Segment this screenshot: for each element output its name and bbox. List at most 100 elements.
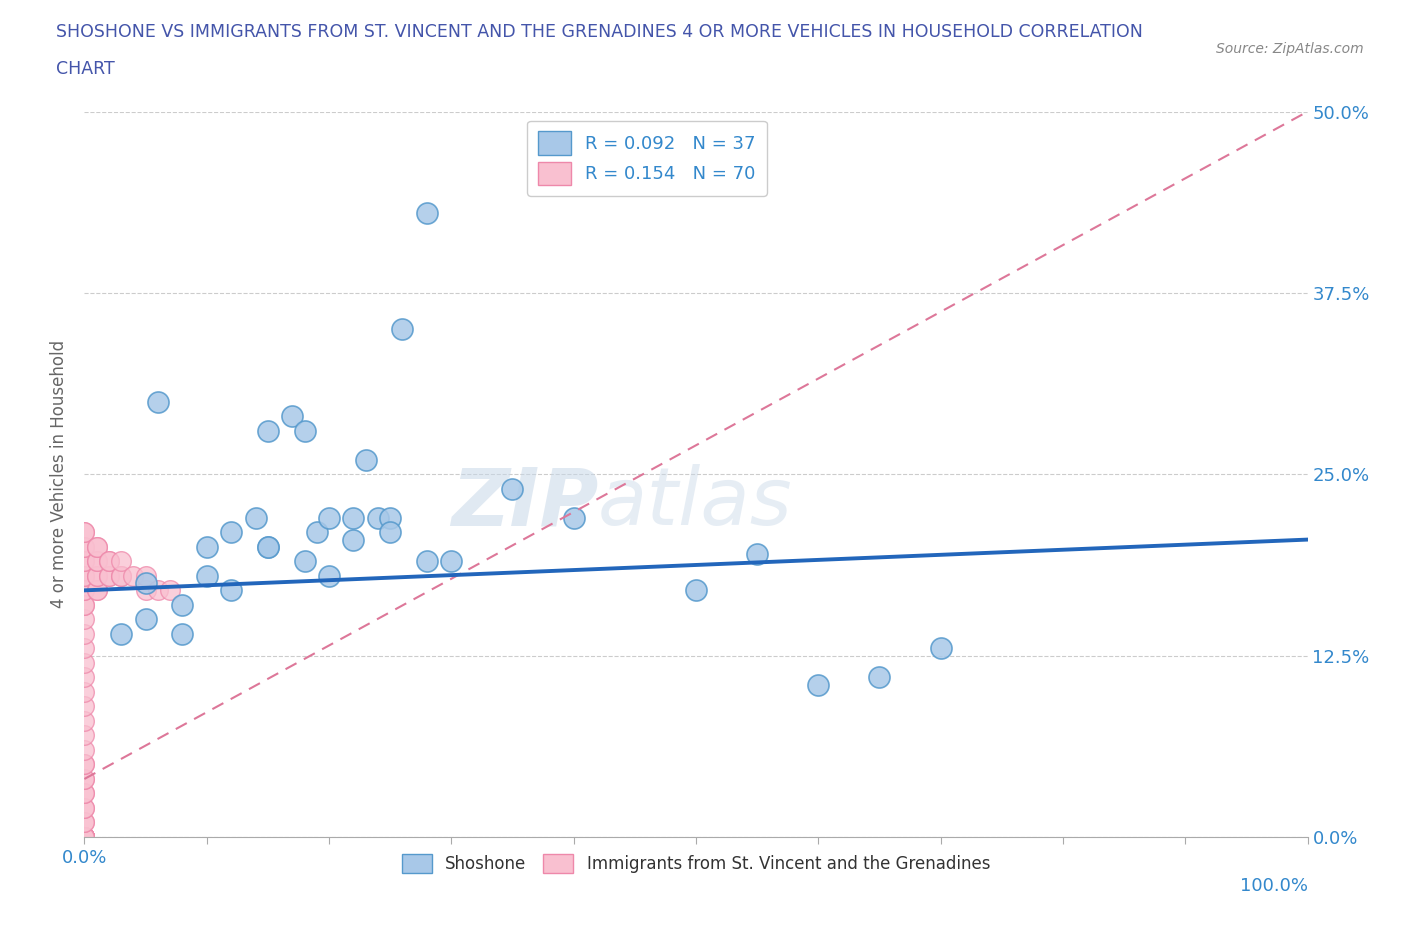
Point: [318, 511, 340, 525]
Text: Source: ZipAtlas.com: Source: ZipAtlas.com: [1216, 42, 1364, 56]
Point: [97, 554, 120, 569]
Point: [245, 511, 267, 525]
Point: [73, 830, 96, 844]
Point: [73, 830, 96, 844]
Point: [73, 597, 96, 612]
Point: [86, 583, 108, 598]
Y-axis label: 4 or more Vehicles in Household: 4 or more Vehicles in Household: [51, 340, 69, 608]
Point: [135, 612, 157, 627]
Point: [135, 583, 157, 598]
Point: [73, 713, 96, 728]
Point: [110, 554, 132, 569]
Point: [172, 597, 194, 612]
Point: [73, 568, 96, 583]
Point: [257, 539, 280, 554]
Point: [73, 728, 96, 743]
Point: [73, 815, 96, 830]
Point: [73, 830, 96, 844]
Point: [97, 554, 120, 569]
Point: [73, 830, 96, 844]
Point: [86, 568, 108, 583]
Point: [73, 554, 96, 569]
Point: [73, 830, 96, 844]
Point: [73, 815, 96, 830]
Point: [318, 568, 340, 583]
Point: [305, 525, 328, 539]
Point: [869, 670, 891, 684]
Point: [86, 568, 108, 583]
Point: [73, 597, 96, 612]
Point: [86, 539, 108, 554]
Point: [73, 830, 96, 844]
Point: [110, 568, 132, 583]
Point: [73, 786, 96, 801]
Point: [440, 554, 463, 569]
Point: [73, 699, 96, 714]
Point: [73, 612, 96, 627]
Point: [73, 772, 96, 787]
Point: [73, 786, 96, 801]
Point: [391, 322, 413, 337]
Point: [73, 830, 96, 844]
Point: [110, 627, 132, 642]
Point: [195, 539, 218, 554]
Point: [73, 830, 96, 844]
Point: [562, 511, 585, 525]
Point: [747, 547, 769, 562]
Point: [281, 409, 304, 424]
Point: [342, 511, 364, 525]
Point: [97, 568, 120, 583]
Point: [257, 539, 280, 554]
Point: [73, 830, 96, 844]
Point: [380, 525, 402, 539]
Point: [73, 757, 96, 772]
Point: [73, 742, 96, 757]
Point: [159, 583, 181, 598]
Point: [146, 394, 169, 409]
Point: [416, 206, 439, 220]
Point: [219, 525, 242, 539]
Point: [807, 677, 830, 692]
Point: [73, 525, 96, 539]
Point: [685, 583, 707, 598]
Point: [135, 568, 157, 583]
Point: [73, 539, 96, 554]
Point: [195, 568, 218, 583]
Point: [73, 801, 96, 816]
Point: [73, 583, 96, 598]
Point: [97, 568, 120, 583]
Text: SHOSHONE VS IMMIGRANTS FROM ST. VINCENT AND THE GRENADINES 4 OR MORE VEHICLES IN: SHOSHONE VS IMMIGRANTS FROM ST. VINCENT …: [56, 23, 1143, 41]
Point: [73, 656, 96, 671]
Point: [367, 511, 389, 525]
Point: [219, 583, 242, 598]
Point: [172, 627, 194, 642]
Point: [73, 583, 96, 598]
Point: [73, 525, 96, 539]
Point: [73, 830, 96, 844]
Point: [135, 576, 157, 591]
Point: [380, 511, 402, 525]
Point: [86, 583, 108, 598]
Point: [257, 423, 280, 438]
Point: [73, 830, 96, 844]
Point: [354, 452, 377, 467]
Text: atlas: atlas: [598, 464, 793, 542]
Text: ZIP: ZIP: [451, 464, 598, 542]
Point: [73, 684, 96, 699]
Point: [73, 757, 96, 772]
Text: CHART: CHART: [56, 60, 115, 78]
Point: [73, 539, 96, 554]
Point: [73, 554, 96, 569]
Point: [73, 627, 96, 642]
Point: [73, 830, 96, 844]
Point: [146, 583, 169, 598]
Point: [294, 423, 316, 438]
Point: [73, 830, 96, 844]
Point: [122, 568, 145, 583]
Point: [110, 568, 132, 583]
Point: [294, 554, 316, 569]
Point: [929, 641, 952, 656]
Point: [86, 554, 108, 569]
Point: [73, 830, 96, 844]
Point: [502, 482, 524, 497]
